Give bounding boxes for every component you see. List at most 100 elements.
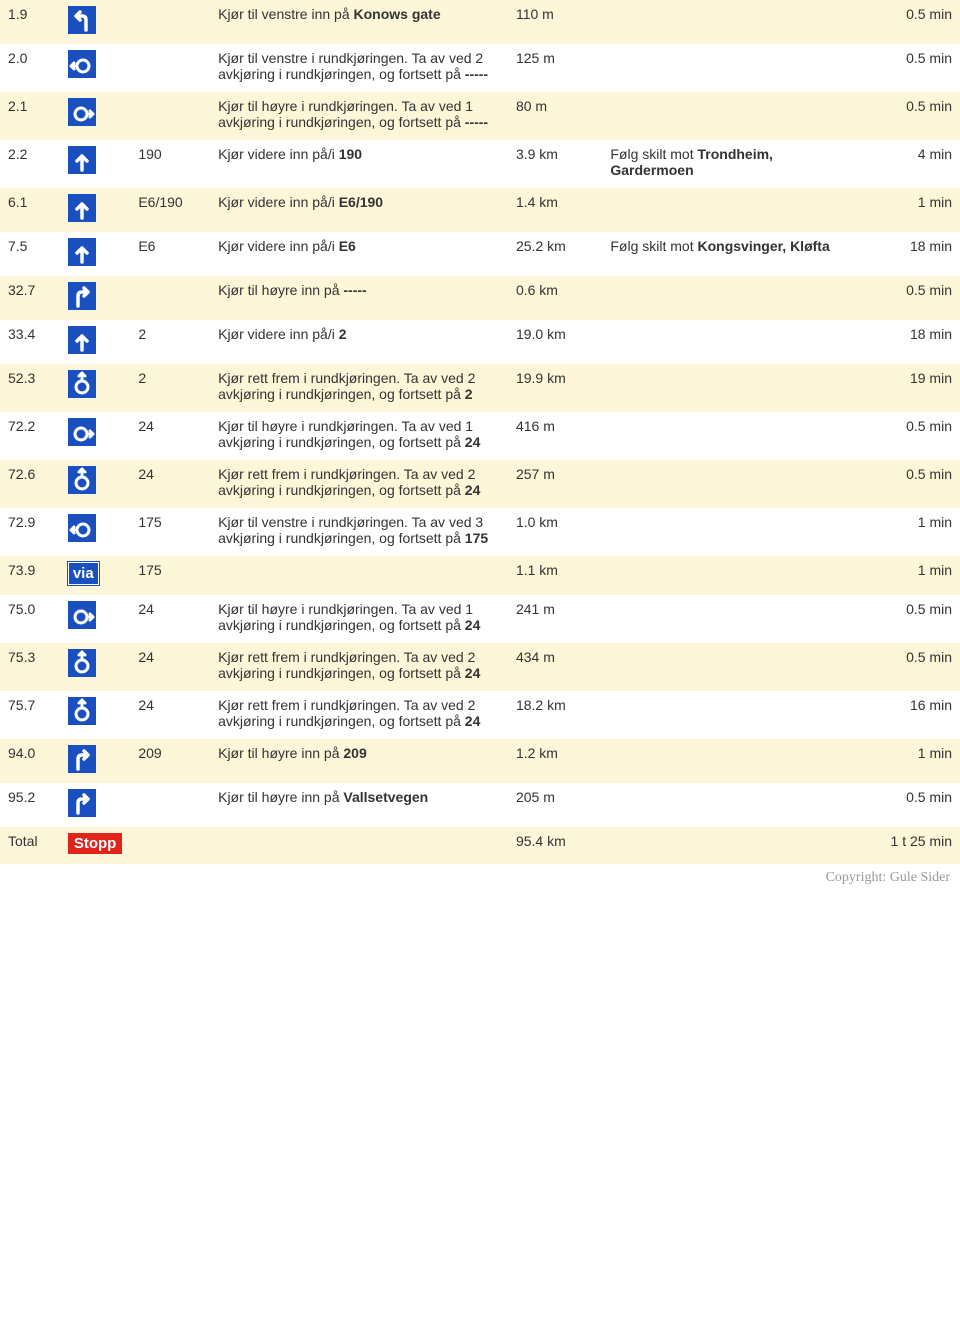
icon-cell	[60, 412, 131, 460]
segment-distance: 1.0 km	[508, 508, 602, 556]
segment-distance: 205 m	[508, 783, 602, 827]
icon-cell	[60, 739, 131, 783]
roundabout-straight-icon	[68, 697, 96, 725]
instruction-text: Kjør til høyre inn på -----	[210, 276, 508, 320]
follow-signs	[602, 595, 841, 643]
follow-signs	[602, 188, 841, 232]
distance-cumulative: 32.7	[0, 276, 60, 320]
instruction-target: -----	[465, 66, 488, 82]
follow-signs	[602, 691, 841, 739]
follow-signs	[602, 460, 841, 508]
instruction-target: -----	[343, 282, 366, 298]
instruction-pre: Kjør til høyre inn på	[218, 745, 343, 761]
road-number: 175	[130, 508, 210, 556]
instruction-pre: Kjør til høyre i rundkjøringen. Ta av ve…	[218, 98, 473, 130]
distance-cumulative: 1.9	[0, 0, 60, 44]
segment-time: 0.5 min	[841, 92, 960, 140]
segment-distance: 25.2 km	[508, 232, 602, 276]
straight-icon	[68, 238, 96, 266]
segment-distance: 1.2 km	[508, 739, 602, 783]
follow-signs	[602, 276, 841, 320]
segment-distance: 125 m	[508, 44, 602, 92]
instruction-text: Kjør rett frem i rundkjøringen. Ta av ve…	[210, 643, 508, 691]
turn-right-icon	[68, 745, 96, 773]
segment-time: 0.5 min	[841, 412, 960, 460]
instruction-pre: Kjør til venstre i rundkjøringen. Ta av …	[218, 50, 483, 82]
icon-cell	[60, 232, 131, 276]
direction-row: 2.2 190Kjør videre inn på/i 1903.9 kmFøl…	[0, 140, 960, 188]
segment-distance: 1.4 km	[508, 188, 602, 232]
segment-time: 4 min	[841, 140, 960, 188]
instruction-text: Kjør til venstre inn på Konows gate	[210, 0, 508, 44]
instruction-text: Kjør rett frem i rundkjøringen. Ta av ve…	[210, 364, 508, 412]
roundabout-left-icon	[68, 50, 96, 78]
instruction-pre: Kjør rett frem i rundkjøringen. Ta av ve…	[218, 466, 475, 498]
road-number: 209	[130, 739, 210, 783]
instruction-pre: Kjør rett frem i rundkjøringen. Ta av ve…	[218, 697, 475, 729]
segment-time: 18 min	[841, 232, 960, 276]
instruction-text: Kjør til høyre inn på Vallsetvegen	[210, 783, 508, 827]
instruction-text: Kjør til høyre inn på 209	[210, 739, 508, 783]
direction-row: 75.0 24Kjør til høyre i rundkjøringen. T…	[0, 595, 960, 643]
instruction-target: -----	[465, 114, 488, 130]
road-number	[130, 0, 210, 44]
segment-time: 18 min	[841, 320, 960, 364]
instruction-target: E6	[339, 238, 356, 254]
follow-signs	[602, 364, 841, 412]
distance-cumulative: 75.3	[0, 643, 60, 691]
icon-cell	[60, 92, 131, 140]
instruction-text: Kjør rett frem i rundkjøringen. Ta av ve…	[210, 691, 508, 739]
distance-cumulative: 33.4	[0, 320, 60, 364]
segment-time: 0.5 min	[841, 276, 960, 320]
segment-time: 1 min	[841, 508, 960, 556]
road-number: 24	[130, 691, 210, 739]
icon-cell	[60, 460, 131, 508]
icon-cell	[60, 643, 131, 691]
distance-cumulative: 72.6	[0, 460, 60, 508]
instruction-text: Kjør videre inn på/i 190	[210, 140, 508, 188]
direction-row: 1.9 Kjør til venstre inn på Konows gate1…	[0, 0, 960, 44]
direction-row: 72.6 24Kjør rett frem i rundkjøringen. T…	[0, 460, 960, 508]
road-number: 190	[130, 140, 210, 188]
roundabout-straight-icon	[68, 649, 96, 677]
instruction-text: Kjør til høyre i rundkjøringen. Ta av ve…	[210, 92, 508, 140]
icon-cell	[60, 691, 131, 739]
roundabout-right-icon	[68, 418, 96, 446]
segment-distance: 3.9 km	[508, 140, 602, 188]
follow-signs	[602, 739, 841, 783]
segment-time: 0.5 min	[841, 44, 960, 92]
icon-cell	[60, 595, 131, 643]
road-number: 2	[130, 320, 210, 364]
instruction-target: 2	[339, 326, 347, 342]
distance-cumulative: Total	[0, 827, 60, 864]
segment-time: 0.5 min	[841, 460, 960, 508]
direction-row: 7.5 E6Kjør videre inn på/i E625.2 kmFølg…	[0, 232, 960, 276]
follow-signs	[602, 0, 841, 44]
icon-cell: Stopp	[60, 827, 131, 864]
segment-time: 0.5 min	[841, 783, 960, 827]
distance-cumulative: 75.0	[0, 595, 60, 643]
instruction-text: Kjør videre inn på/i E6	[210, 232, 508, 276]
segment-distance: 80 m	[508, 92, 602, 140]
distance-cumulative: 7.5	[0, 232, 60, 276]
segment-distance: 0.6 km	[508, 276, 602, 320]
segment-distance: 416 m	[508, 412, 602, 460]
segment-time: 19 min	[841, 364, 960, 412]
follow-signs: Følg skilt mot Kongsvinger, Kløfta	[602, 232, 841, 276]
follow-signs	[602, 508, 841, 556]
instruction-target: 24	[465, 665, 481, 681]
segment-distance: 19.9 km	[508, 364, 602, 412]
instruction-pre: Kjør til høyre i rundkjøringen. Ta av ve…	[218, 601, 473, 633]
segment-time: 1 t 25 min	[841, 827, 960, 864]
direction-row: 72.2 24Kjør til høyre i rundkjøringen. T…	[0, 412, 960, 460]
direction-row: 73.9via1751.1 km1 min	[0, 556, 960, 595]
distance-cumulative: 52.3	[0, 364, 60, 412]
road-number: E6	[130, 232, 210, 276]
direction-row: 2.0 Kjør til venstre i rundkjøringen. Ta…	[0, 44, 960, 92]
distance-cumulative: 72.2	[0, 412, 60, 460]
road-number: 24	[130, 595, 210, 643]
straight-icon	[68, 146, 96, 174]
icon-cell	[60, 320, 131, 364]
straight-icon	[68, 194, 96, 222]
road-number: E6/190	[130, 188, 210, 232]
